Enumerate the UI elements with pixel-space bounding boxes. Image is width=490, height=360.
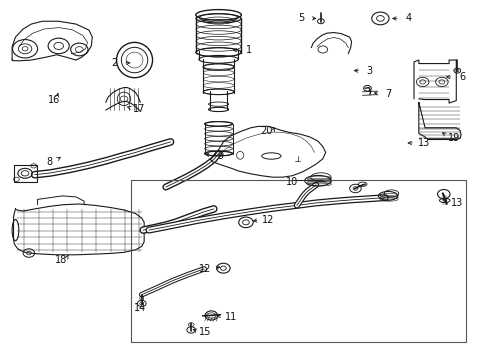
- Text: 5: 5: [298, 13, 305, 23]
- Text: 8: 8: [46, 157, 52, 167]
- Text: 13: 13: [451, 198, 464, 208]
- Text: 14: 14: [134, 303, 147, 313]
- Text: 2: 2: [111, 58, 118, 68]
- Text: 17: 17: [133, 104, 146, 114]
- Bar: [131, 180, 466, 342]
- Text: 3: 3: [367, 66, 373, 76]
- Text: 13: 13: [417, 138, 430, 148]
- Text: 9: 9: [217, 151, 223, 161]
- Text: 6: 6: [459, 72, 465, 82]
- Text: 16: 16: [48, 95, 60, 104]
- Text: 12: 12: [199, 264, 212, 274]
- Text: 11: 11: [224, 312, 237, 322]
- Text: 19: 19: [448, 133, 460, 143]
- Text: 10: 10: [286, 177, 298, 187]
- Text: 12: 12: [262, 215, 274, 225]
- Bar: [14, 165, 37, 182]
- Text: 7: 7: [385, 89, 391, 99]
- Text: 1: 1: [246, 45, 252, 55]
- Text: 4: 4: [405, 13, 411, 23]
- Text: 15: 15: [199, 327, 212, 337]
- Text: 20: 20: [260, 126, 273, 136]
- Text: 18: 18: [55, 256, 68, 265]
